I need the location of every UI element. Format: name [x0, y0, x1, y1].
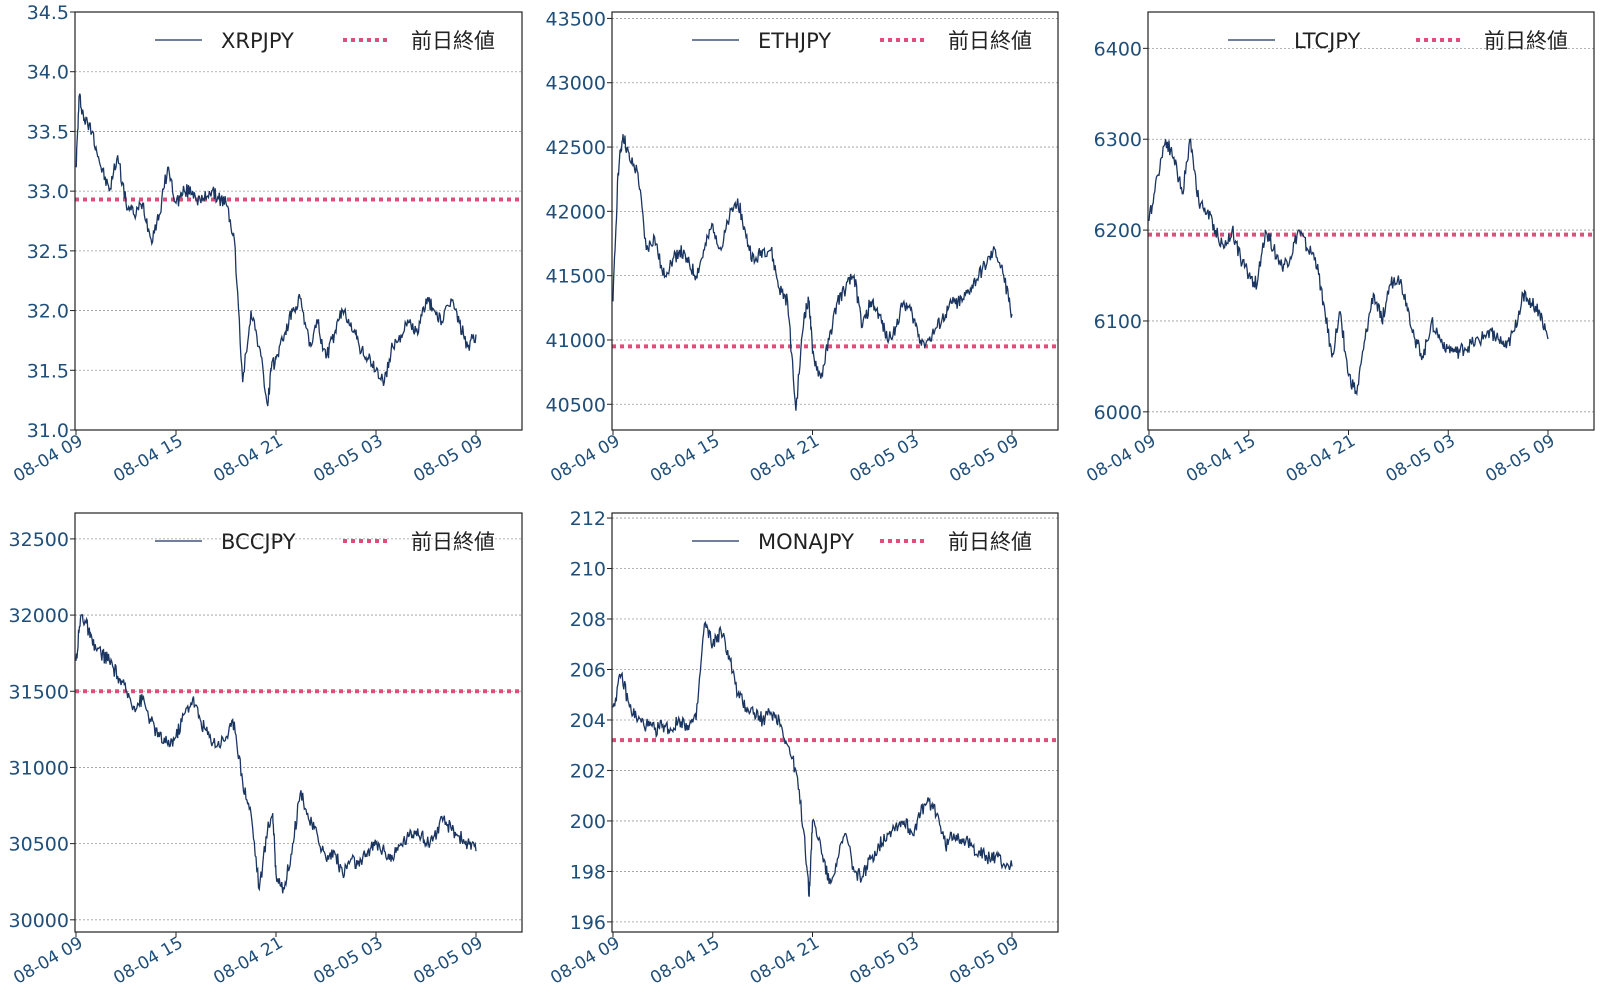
y-tick-label: 33.0: [27, 181, 69, 203]
y-tick-label: 198: [570, 861, 606, 883]
x-tick-label: 08-04 15: [110, 431, 186, 487]
y-tick-label: 6400: [1094, 38, 1142, 60]
x-tick-label: 08-04 15: [110, 933, 186, 989]
legend-series-label: ETHJPY: [758, 29, 831, 53]
x-tick-label: 08-05 09: [1482, 431, 1558, 487]
legend-series-label: LTCJPY: [1294, 29, 1360, 53]
x-tick-label: 08-04 09: [547, 933, 623, 989]
x-tick-label: 08-04 15: [1183, 431, 1259, 487]
y-tick-label: 31.5: [27, 360, 69, 382]
y-tick-label: 204: [570, 710, 606, 732]
legend-series-label: XRPJPY: [221, 29, 294, 53]
y-tick-label: 34.0: [27, 62, 69, 84]
x-tick-label: 08-04 09: [1083, 431, 1159, 487]
x-tick-label: 08-05 09: [946, 431, 1022, 487]
y-tick-label: 32500: [9, 529, 69, 551]
y-tick-label: 31.0: [27, 420, 69, 442]
x-tick-label: 08-04 09: [10, 933, 86, 989]
legend-series-label: BCCJPY: [221, 530, 296, 554]
x-tick-label: 08-05 03: [1383, 431, 1459, 487]
y-tick-label: 43000: [546, 73, 606, 95]
legend-prev-close-label: 前日終値: [1484, 29, 1568, 53]
chart-panel-bccjpy: 30000 30500 31000 31500 32000 32500 08-04 09 08…: [9, 512, 523, 989]
y-tick-label: 210: [570, 559, 606, 581]
y-tick-label: 40500: [546, 394, 606, 416]
y-tick-label: 202: [570, 760, 606, 782]
axes-frame: [1147, 11, 1595, 431]
x-tick-label: 08-04 21: [1283, 431, 1359, 487]
y-tick-label: 6300: [1094, 129, 1142, 151]
y-tick-label: 32000: [9, 605, 69, 627]
legend-prev-close-label: 前日終値: [948, 29, 1032, 53]
x-tick-label: 08-05 03: [847, 431, 923, 487]
x-tick-label: 08-05 03: [847, 933, 923, 989]
y-tick-label: 33.5: [27, 121, 69, 143]
y-tick-label: 212: [570, 508, 606, 530]
y-tick-label: 196: [570, 912, 606, 934]
price-series-line: [75, 613, 477, 894]
x-tick-label: 08-04 21: [210, 431, 286, 487]
y-tick-label: 43500: [546, 8, 606, 30]
price-series-line: [612, 620, 1013, 897]
y-tick-label: 206: [570, 659, 606, 681]
y-tick-label: 41000: [546, 330, 606, 352]
y-tick-label: 6000: [1094, 402, 1142, 424]
x-tick-label: 08-05 09: [410, 933, 486, 989]
chart-panel-ltcjpy: 6000 6100 6200 6300 6400 08-04 09 08-04 15 08-0…: [1083, 11, 1595, 487]
y-tick-label: 30500: [9, 834, 69, 856]
chart-panel-ethjpy: 40500 41000 41500 42000 42500 43000 43500 08-04…: [546, 8, 1059, 487]
price-series-line: [612, 134, 1013, 411]
price-series-line: [75, 93, 477, 407]
y-tick-label: 31000: [9, 757, 69, 779]
y-tick-label: 6200: [1094, 220, 1142, 242]
y-tick-label: 200: [570, 811, 606, 833]
y-tick-label: 34.5: [27, 2, 69, 24]
legend-prev-close-label: 前日終値: [948, 530, 1032, 554]
chart-panel-monajpy: 196 198 200 202 204 206 208 210 212 08-04 09 08-04…: [547, 508, 1059, 989]
y-tick-label: 42500: [546, 137, 606, 159]
y-tick-label: 31500: [9, 681, 69, 703]
axes-frame: [611, 11, 1059, 431]
x-tick-label: 08-04 15: [647, 431, 723, 487]
x-tick-label: 08-05 09: [410, 431, 486, 487]
x-tick-label: 08-05 09: [946, 933, 1022, 989]
chart-panel-xrpjpy: 31.031.532.032.533.033.534.034.508-04 09…: [10, 2, 523, 487]
y-tick-label: 208: [570, 609, 606, 631]
y-tick-label: 42000: [546, 201, 606, 223]
x-tick-label: 08-04 09: [547, 431, 623, 487]
x-tick-label: 08-04 21: [747, 933, 823, 989]
y-tick-label: 32.5: [27, 241, 69, 263]
legend-prev-close-label: 前日終値: [411, 29, 495, 53]
y-tick-label: 6100: [1094, 311, 1142, 333]
axes-frame: [611, 512, 1059, 933]
legend-prev-close-label: 前日終値: [411, 530, 495, 554]
axes-frame: [74, 512, 523, 933]
y-tick-label: 41500: [546, 266, 606, 288]
price-series-line: [1148, 138, 1549, 397]
x-tick-label: 08-04 21: [210, 933, 286, 989]
x-tick-label: 08-05 03: [310, 933, 386, 989]
legend-series-label: MONAJPY: [758, 530, 854, 554]
x-tick-label: 08-05 03: [310, 431, 386, 487]
axes-frame: [74, 11, 523, 431]
y-tick-label: 32.0: [27, 301, 69, 323]
x-tick-label: 08-04 21: [747, 431, 823, 487]
y-tick-label: 30000: [9, 910, 69, 932]
x-tick-label: 08-04 15: [647, 933, 723, 989]
